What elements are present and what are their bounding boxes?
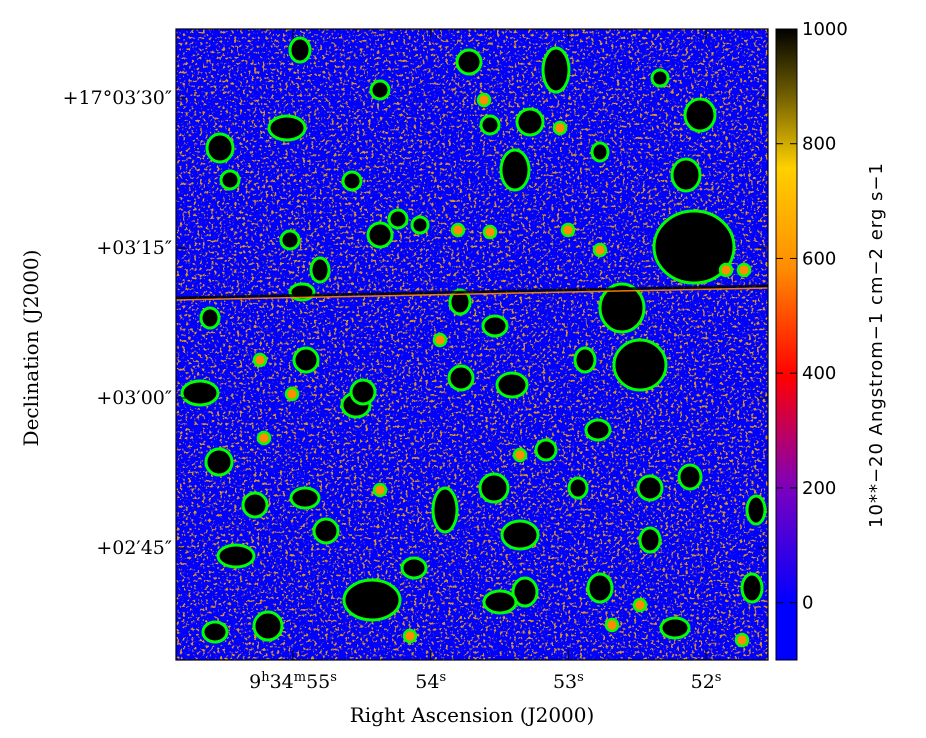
emission-source: [479, 114, 501, 136]
contour-ring: [560, 222, 576, 238]
contour-ring: [284, 386, 300, 402]
emission-source: [431, 486, 459, 534]
colorbar-tick-label: 1000: [802, 19, 848, 40]
contour-ring: [718, 262, 734, 278]
emission-source: [740, 572, 764, 604]
emission-source: [567, 476, 589, 500]
y-tick-label: +02′45″: [96, 537, 172, 559]
contour-ring: [476, 92, 492, 108]
colorbar: [775, 28, 798, 661]
y-axis-title: Declination (J2000): [19, 250, 43, 447]
emission-source: [683, 97, 717, 133]
emission-source: [638, 526, 662, 554]
emission-source: [659, 616, 691, 640]
emission-source: [241, 491, 269, 519]
x-tick-label: 54s: [415, 670, 446, 693]
contour-ring: [604, 617, 620, 633]
x-tick-label: 52s: [691, 670, 722, 693]
emission-source: [410, 215, 430, 235]
emission-source: [349, 378, 377, 406]
emission-source: [495, 371, 529, 399]
emission-source: [586, 572, 614, 604]
y-tick-label: +17°03′30″: [63, 87, 172, 109]
contour-ring: [256, 430, 272, 446]
contour-ring: [592, 242, 608, 258]
x-tick-label: 53s: [553, 670, 584, 693]
emission-source: [612, 338, 668, 392]
emission-source: [447, 364, 475, 392]
emission-source: [590, 141, 610, 163]
y-ticks: +17°03′30″ +03′15″ +03′00″ +02′45″: [63, 87, 768, 559]
colorbar-ticks: 0 200 400 600 800 1000: [776, 19, 848, 614]
x-tick-label: 9h34m55s: [249, 670, 337, 693]
emission-source: [279, 229, 301, 251]
colorbar-tick-label: 200: [802, 478, 836, 499]
y-tick-label: +03′15″: [96, 237, 172, 259]
emission-source: [670, 157, 702, 193]
x-ticks: 9h34m55s 54s 53s 52s: [249, 29, 721, 693]
emission-source: [584, 418, 612, 442]
emission-source: [204, 447, 234, 477]
emission-source: [342, 578, 402, 622]
emission-source: [534, 438, 558, 462]
emission-source: [216, 543, 256, 569]
emission-source: [677, 463, 703, 491]
colorbar-tick-label: 600: [802, 248, 836, 269]
emission-source: [511, 576, 539, 608]
emission-source: [573, 346, 597, 374]
emission-source: [205, 132, 235, 164]
emission-source: [482, 589, 518, 615]
emission-source: [309, 256, 331, 284]
emission-source: [499, 148, 531, 192]
emission-source: [541, 46, 571, 94]
emission-source: [312, 517, 340, 545]
x-axis-title: Right Ascension (J2000): [350, 703, 595, 727]
contour-ring: [552, 120, 568, 136]
contour-ring: [432, 332, 448, 348]
contour-ring: [482, 224, 498, 240]
emission-source: [288, 36, 312, 64]
emission-source: [481, 314, 509, 338]
emission-source: [267, 114, 307, 142]
emission-source: [650, 68, 670, 88]
emission-source: [500, 519, 540, 551]
contour-ring: [450, 222, 466, 238]
emission-source: [448, 288, 472, 316]
emission-source: [455, 48, 483, 76]
emission-source: [400, 556, 428, 580]
y-tick-label: +03′00″: [96, 387, 172, 409]
contour-ring: [736, 262, 752, 278]
contour-ring: [512, 447, 528, 463]
emission-source: [369, 79, 391, 101]
contour-ring: [734, 632, 750, 648]
emission-source: [515, 107, 545, 137]
emission-source: [180, 379, 220, 407]
contour-ring: [402, 628, 418, 644]
plot-frame: [175, 28, 769, 661]
colorbar-tick-label: 800: [802, 134, 836, 155]
emission-source: [201, 620, 229, 644]
emission-source: [745, 494, 767, 526]
emission-source: [387, 208, 409, 230]
colorbar-tick-label: 0: [802, 593, 813, 614]
contour-ring: [632, 597, 648, 613]
emission-source: [478, 472, 510, 504]
emission-source: [219, 169, 241, 191]
emission-map: [176, 29, 768, 660]
colorbar-tick-label: 400: [802, 363, 836, 384]
emission-source: [252, 610, 284, 642]
emission-source: [598, 282, 646, 334]
contour-ring: [252, 352, 268, 368]
emission-source: [292, 346, 320, 374]
emission-source: [636, 474, 664, 502]
emission-source: [289, 486, 321, 510]
emission-source: [341, 170, 363, 192]
emission-source: [199, 306, 221, 330]
contour-ring: [372, 482, 388, 498]
emission-source: [652, 209, 736, 285]
colorbar-title: 10**−20 Angstrom−1 cm−2 erg s−1: [866, 162, 887, 528]
emission-source: [366, 221, 394, 249]
